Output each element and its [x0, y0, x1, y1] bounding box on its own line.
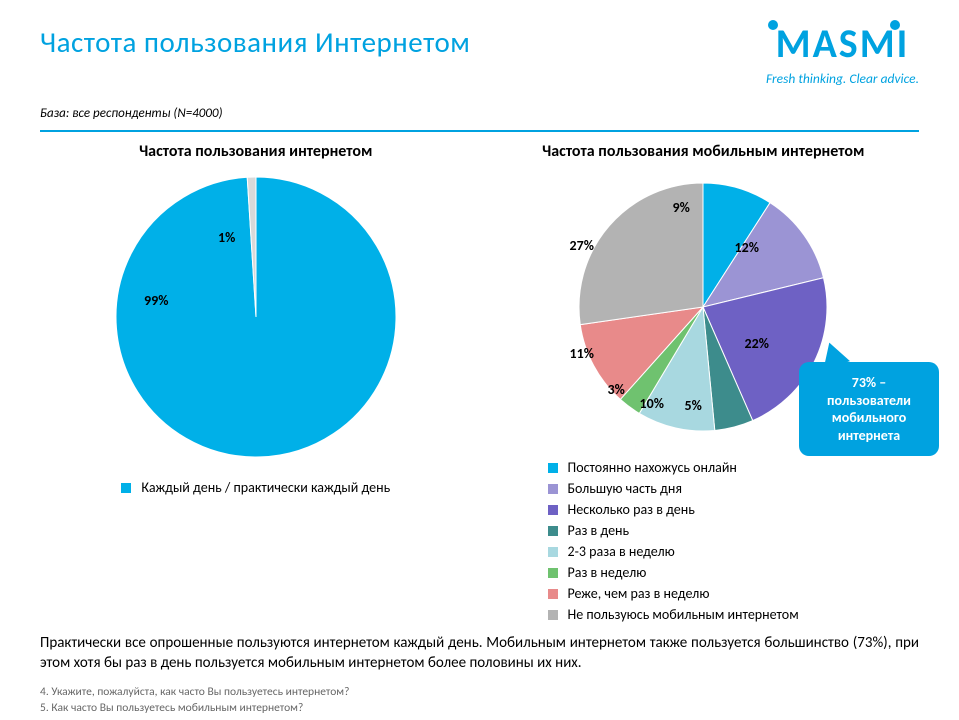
- logo-tagline: Fresh thinking. Clear advice.: [766, 70, 919, 87]
- legend-label: Не пользуюсь мобильным интернетом: [568, 606, 799, 623]
- legend-right: Постоянно нахожусь онлайн Большую часть д…: [548, 457, 920, 625]
- base-row: База: все респонденты (N=4000): [0, 87, 959, 126]
- chart-right-title: Частота пользования мобильным интернетом: [488, 142, 920, 161]
- chart-right: Частота пользования мобильным интернетом…: [488, 142, 920, 625]
- legend-item: 2-3 раза в неделю: [548, 541, 920, 562]
- charts-row: Частота пользования интернетом 99%1% Каж…: [0, 132, 959, 625]
- legend-swatch-icon: [548, 505, 558, 515]
- legend-label: Постоянно нахожусь онлайн: [568, 459, 737, 476]
- legend-swatch-icon: [548, 589, 558, 599]
- legend-swatch-icon: [121, 483, 131, 493]
- legend-swatch-icon: [548, 610, 558, 620]
- legend-label: Раз в день: [568, 522, 630, 539]
- callout: 73% – пользователи мобильного интернета: [799, 362, 939, 456]
- pie-left-svg: [86, 167, 426, 467]
- pie-slice: [579, 183, 703, 325]
- footnotes: 4. Укажите, пожалуйста, как часто Вы пол…: [0, 674, 959, 716]
- legend-item: Не пользуюсь мобильным интернетом: [548, 604, 920, 625]
- legend-label: Каждый день / практически каждый день: [141, 479, 390, 496]
- legend-label: Несколько раз в день: [568, 501, 695, 518]
- base-text: База: все респонденты (N=4000): [40, 106, 223, 121]
- footnote-5: 5. Как часто Вы пользуетесь мобильным ин…: [40, 700, 919, 716]
- legend-swatch-icon: [548, 547, 558, 557]
- footnote-4: 4. Укажите, пожалуйста, как часто Вы пол…: [40, 684, 919, 700]
- legend-label: Раз в неделю: [568, 564, 647, 581]
- legend-item: Раз в неделю: [548, 562, 920, 583]
- chart-left-title: Частота пользования интернетом: [40, 142, 472, 161]
- callout-text: 73% – пользователи мобильного интернета: [827, 374, 911, 444]
- legend-swatch-icon: [548, 526, 558, 536]
- legend-item: Реже, чем раз в неделю: [548, 583, 920, 604]
- page-title: Частота пользования Интернетом: [40, 24, 470, 60]
- chart-left: Частота пользования интернетом 99%1% Каж…: [40, 142, 472, 625]
- legend-left: Каждый день / практически каждый день: [40, 477, 472, 498]
- legend-label: Большую часть дня: [568, 480, 682, 497]
- body-text: Практически все опрошенные пользуются ин…: [0, 625, 959, 674]
- legend-item: Несколько раз в день: [548, 499, 920, 520]
- pie-left-wrap: 99%1%: [40, 167, 472, 467]
- legend-label: Реже, чем раз в неделю: [568, 585, 710, 602]
- legend-item: Постоянно нахожусь онлайн: [548, 457, 920, 478]
- legend-label: 2-3 раза в неделю: [568, 543, 675, 560]
- legend-item: Раз в день: [548, 520, 920, 541]
- legend-item: Большую часть дня: [548, 478, 920, 499]
- logo: MASMI Fresh thinking. Clear advice.: [766, 24, 919, 87]
- legend-swatch-icon: [548, 484, 558, 494]
- logo-text: MASMI: [766, 24, 919, 64]
- legend-item: Каждый день / практически каждый день: [40, 477, 472, 498]
- header: Частота пользования Интернетом MASMI Fre…: [0, 0, 959, 87]
- legend-swatch-icon: [548, 463, 558, 473]
- legend-swatch-icon: [548, 568, 558, 578]
